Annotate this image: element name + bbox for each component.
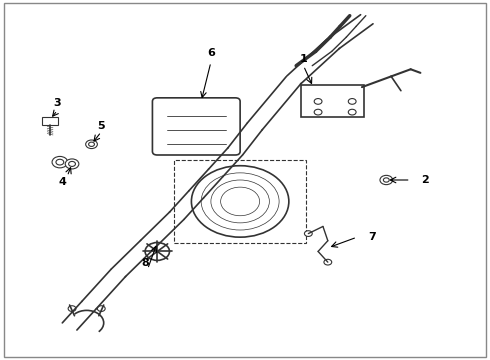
Circle shape <box>145 243 170 260</box>
Circle shape <box>383 178 389 182</box>
Circle shape <box>98 306 105 311</box>
FancyBboxPatch shape <box>152 98 240 155</box>
Circle shape <box>86 140 98 149</box>
Circle shape <box>324 259 332 265</box>
FancyBboxPatch shape <box>42 117 58 125</box>
FancyBboxPatch shape <box>301 85 365 117</box>
Circle shape <box>89 142 95 147</box>
Text: 4: 4 <box>58 177 66 187</box>
Circle shape <box>52 157 68 168</box>
Circle shape <box>68 306 76 311</box>
Circle shape <box>348 109 356 115</box>
Circle shape <box>65 159 79 169</box>
Text: 8: 8 <box>141 258 149 268</box>
Text: 3: 3 <box>53 98 61 108</box>
Text: 6: 6 <box>207 48 215 58</box>
Circle shape <box>56 159 64 165</box>
Circle shape <box>192 166 289 237</box>
Circle shape <box>314 109 322 115</box>
Text: 1: 1 <box>299 54 307 64</box>
Circle shape <box>69 161 75 166</box>
Text: 5: 5 <box>98 121 105 131</box>
Text: 7: 7 <box>368 232 375 242</box>
Circle shape <box>348 99 356 104</box>
Text: 2: 2 <box>421 175 429 185</box>
Circle shape <box>380 175 392 185</box>
Circle shape <box>314 99 322 104</box>
Circle shape <box>304 231 312 237</box>
